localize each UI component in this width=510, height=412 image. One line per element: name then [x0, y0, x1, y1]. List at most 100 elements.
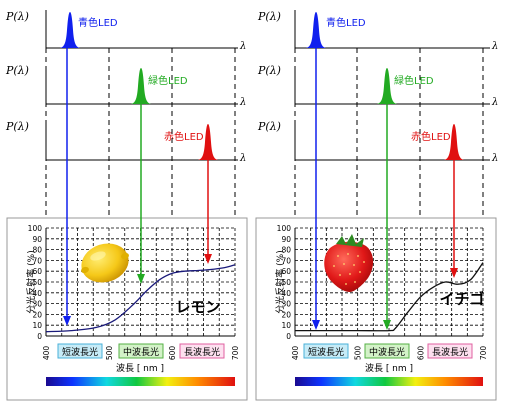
p-lambda-label: P(λ) — [257, 10, 281, 23]
p-lambda-label: P(λ) — [5, 10, 29, 23]
x-tick-label: 600 — [416, 346, 425, 361]
band-labels: 短波長光 中波長光 長波長光 — [57, 343, 225, 359]
band-mid-label: 中波長光 — [123, 346, 159, 358]
blue-led-spectrum: P(λ) λ 青色LED — [257, 10, 498, 52]
green-led-peak — [377, 68, 397, 104]
p-lambda-label: P(λ) — [257, 64, 281, 77]
blue-led-peak — [60, 12, 80, 48]
band-short-label: 短波長光 — [62, 346, 98, 358]
y-tick-label: 80 — [32, 246, 42, 255]
y-tick-label: 70 — [281, 256, 291, 265]
x-tick-label: 700 — [231, 346, 240, 361]
y-tick-label: 20 — [32, 310, 42, 319]
panel-left: P(λ) λ 青色LED P(λ) λ 緑色LED P(λ) λ 赤色LED — [5, 10, 248, 401]
y-tick-label: 90 — [281, 235, 291, 244]
y-tick-label: 0 — [286, 332, 291, 341]
band-mid — [118, 343, 164, 359]
band-labels: 短波長光 中波長光 長波長光 — [303, 343, 473, 359]
red-led-peak — [198, 124, 218, 160]
chart-frame — [6, 217, 248, 401]
y-tick-label: 20 — [281, 310, 291, 319]
fruit-label-strawberry: イチゴ — [439, 290, 484, 308]
y-tick-label: 50 — [281, 278, 291, 287]
y-tick-label: 30 — [281, 300, 291, 309]
strawberry-illustration — [324, 234, 374, 292]
lemon-illustration — [81, 243, 129, 283]
chart-frame — [255, 217, 497, 401]
color-spectrum-bar — [46, 377, 235, 386]
red-arrow-head — [450, 268, 458, 278]
x-tick-label: 500 — [105, 346, 114, 361]
blue-led-peak — [306, 12, 326, 48]
y-tick-label: 30 — [32, 300, 42, 309]
p-lambda-label: P(λ) — [5, 120, 29, 133]
y-tick-label: 10 — [32, 321, 42, 330]
blue-led-label: 青色LED — [78, 16, 118, 29]
y-tick-label: 100 — [277, 224, 292, 233]
x-axis-label: 波長 [ nm ] — [116, 362, 164, 374]
band-short-label: 短波長光 — [308, 346, 344, 358]
y-tick-label: 40 — [32, 289, 42, 298]
red-led-spectrum: P(λ) λ 赤色LED — [257, 120, 498, 164]
y-tick-label: 60 — [281, 267, 291, 276]
lambda-label: λ — [239, 153, 246, 164]
lambda-label: λ — [491, 97, 498, 108]
green-led-spectrum: P(λ) λ 緑色LED — [257, 64, 498, 108]
y-tick-label: 10 — [281, 321, 291, 330]
x-tick-label: 700 — [479, 346, 488, 361]
y-tick-label: 60 — [32, 267, 42, 276]
y-tick-label: 70 — [32, 256, 42, 265]
red-led-peak — [444, 124, 464, 160]
green-led-spectrum: P(λ) λ 緑色LED — [5, 64, 246, 108]
fruit-label-lemon: レモン — [175, 298, 220, 316]
panel-right: P(λ) λ 青色LED P(λ) λ 緑色LED P(λ) λ 赤色LED — [255, 10, 498, 401]
y-axis-label: 分光反射率 (%) — [25, 250, 37, 313]
y-tick-label: 80 — [281, 246, 291, 255]
reflectance-curve-strawberry — [295, 262, 484, 332]
y-tick-label: 0 — [37, 332, 42, 341]
x-tick-label: 400 — [291, 346, 300, 361]
lambda-label: λ — [239, 41, 246, 52]
band-long-label: 長波長光 — [184, 346, 220, 358]
blue-arrow-head — [63, 316, 71, 326]
color-spectrum-bar — [295, 377, 483, 386]
x-tick-label: 600 — [168, 346, 177, 361]
green-arrow-head — [137, 274, 145, 284]
green-arrow-head — [383, 320, 391, 330]
y-axis-label: 分光反射率 (%) — [274, 250, 286, 313]
lambda-label: λ — [491, 153, 498, 164]
blue-led-spectrum: P(λ) λ 青色LED — [5, 10, 246, 52]
p-lambda-label: P(λ) — [5, 64, 29, 77]
band-long-label: 長波長光 — [432, 346, 468, 358]
guide-lines — [294, 48, 484, 218]
y-tick-label: 40 — [281, 289, 291, 298]
green-led-peak — [131, 68, 151, 104]
green-led-label: 緑色LED — [148, 74, 188, 87]
guide-lines — [45, 48, 236, 218]
band-mid-label: 中波長光 — [369, 346, 405, 358]
y-tick-label: 50 — [32, 278, 42, 287]
reflectance-curve-lemon — [45, 264, 236, 333]
band-short — [57, 343, 103, 359]
x-axis-label: 波長 [ nm ] — [365, 362, 413, 374]
lambda-label: λ — [491, 41, 498, 52]
red-led-spectrum: P(λ) λ 赤色LED — [5, 120, 246, 164]
y-tick-label: 90 — [32, 235, 42, 244]
x-tick-label: 500 — [354, 346, 363, 361]
green-led-label: 緑色LED — [394, 74, 434, 87]
band-long — [179, 343, 225, 359]
band-long — [427, 343, 473, 359]
red-led-label: 赤色LED — [164, 130, 204, 143]
x-tick-label: 400 — [42, 346, 51, 361]
band-mid — [364, 343, 410, 359]
y-tick-label: 100 — [28, 224, 43, 233]
p-lambda-label: P(λ) — [257, 120, 281, 133]
band-short — [303, 343, 349, 359]
blue-arrow-head — [312, 320, 320, 330]
lambda-label: λ — [239, 97, 246, 108]
blue-led-label: 青色LED — [326, 16, 366, 29]
red-arrow-head — [204, 254, 212, 264]
